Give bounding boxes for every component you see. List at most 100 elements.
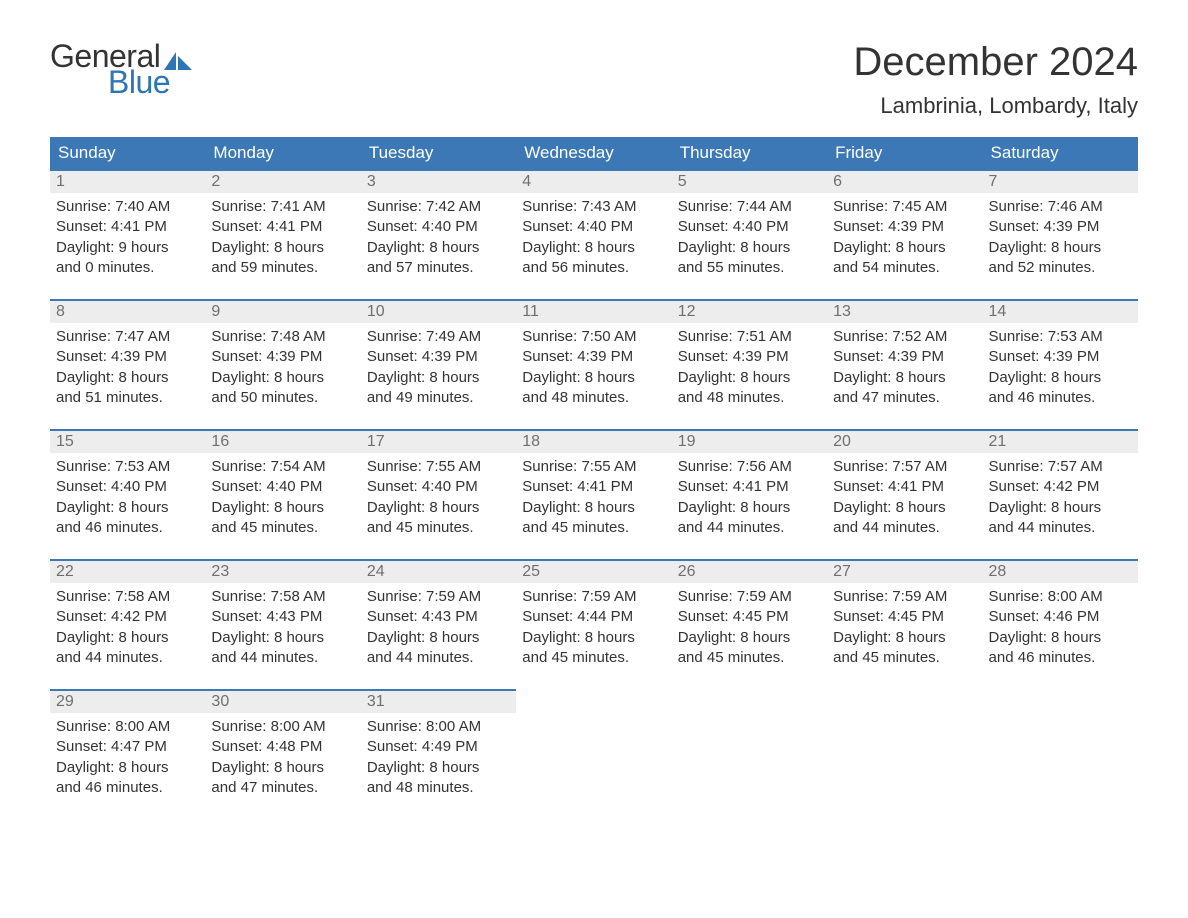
day-body: Sunrise: 7:55 AMSunset: 4:40 PMDaylight:… <box>361 453 516 548</box>
sunrise-line: Sunrise: 7:56 AM <box>678 457 821 477</box>
sunset-line: Sunset: 4:41 PM <box>522 477 665 497</box>
daylight-line-1: Daylight: 8 hours <box>211 498 354 518</box>
daylight-line-2: and 45 minutes. <box>211 518 354 538</box>
daylight-line-1: Daylight: 8 hours <box>56 628 199 648</box>
title-block: December 2024 Lambrinia, Lombardy, Italy <box>853 40 1138 119</box>
calendar-week: 22Sunrise: 7:58 AMSunset: 4:42 PMDayligh… <box>50 559 1138 689</box>
sunrise-line: Sunrise: 7:57 AM <box>989 457 1132 477</box>
daylight-line-2: and 52 minutes. <box>989 258 1132 278</box>
daylight-line-1: Daylight: 8 hours <box>56 498 199 518</box>
daylight-line-2: and 45 minutes. <box>678 648 821 668</box>
daylight-line-1: Daylight: 8 hours <box>522 368 665 388</box>
day-number: 20 <box>827 429 982 453</box>
calendar-cell <box>672 689 827 819</box>
day-body: Sunrise: 8:00 AMSunset: 4:47 PMDaylight:… <box>50 713 205 808</box>
day-body: Sunrise: 7:44 AMSunset: 4:40 PMDaylight:… <box>672 193 827 288</box>
weekday-header: Sunday <box>50 137 205 169</box>
calendar-header-row: SundayMondayTuesdayWednesdayThursdayFrid… <box>50 137 1138 169</box>
daylight-line-2: and 48 minutes. <box>522 388 665 408</box>
sunset-line: Sunset: 4:40 PM <box>367 477 510 497</box>
daylight-line-1: Daylight: 8 hours <box>56 368 199 388</box>
day-body: Sunrise: 8:00 AMSunset: 4:48 PMDaylight:… <box>205 713 360 808</box>
sunrise-line: Sunrise: 7:44 AM <box>678 197 821 217</box>
day-body: Sunrise: 7:48 AMSunset: 4:39 PMDaylight:… <box>205 323 360 418</box>
sunset-line: Sunset: 4:39 PM <box>989 217 1132 237</box>
calendar-cell: 30Sunrise: 8:00 AMSunset: 4:48 PMDayligh… <box>205 689 360 819</box>
day-number: 21 <box>983 429 1138 453</box>
sunrise-line: Sunrise: 7:40 AM <box>56 197 199 217</box>
calendar-cell: 27Sunrise: 7:59 AMSunset: 4:45 PMDayligh… <box>827 559 982 689</box>
day-body: Sunrise: 7:40 AMSunset: 4:41 PMDaylight:… <box>50 193 205 288</box>
calendar-cell: 15Sunrise: 7:53 AMSunset: 4:40 PMDayligh… <box>50 429 205 559</box>
calendar-cell: 19Sunrise: 7:56 AMSunset: 4:41 PMDayligh… <box>672 429 827 559</box>
daylight-line-2: and 46 minutes. <box>56 778 199 798</box>
calendar-cell: 17Sunrise: 7:55 AMSunset: 4:40 PMDayligh… <box>361 429 516 559</box>
day-number: 13 <box>827 299 982 323</box>
sunrise-line: Sunrise: 7:53 AM <box>56 457 199 477</box>
day-number: 6 <box>827 169 982 193</box>
daylight-line-1: Daylight: 9 hours <box>56 238 199 258</box>
calendar-week: 8Sunrise: 7:47 AMSunset: 4:39 PMDaylight… <box>50 299 1138 429</box>
daylight-line-1: Daylight: 8 hours <box>678 498 821 518</box>
calendar-cell: 9Sunrise: 7:48 AMSunset: 4:39 PMDaylight… <box>205 299 360 429</box>
daylight-line-1: Daylight: 8 hours <box>678 628 821 648</box>
daylight-line-2: and 44 minutes. <box>56 648 199 668</box>
day-body: Sunrise: 7:41 AMSunset: 4:41 PMDaylight:… <box>205 193 360 288</box>
sunrise-line: Sunrise: 7:45 AM <box>833 197 976 217</box>
sunset-line: Sunset: 4:42 PM <box>56 607 199 627</box>
sunrise-line: Sunrise: 7:59 AM <box>678 587 821 607</box>
daylight-line-1: Daylight: 8 hours <box>989 238 1132 258</box>
sunrise-line: Sunrise: 7:42 AM <box>367 197 510 217</box>
weekday-header: Friday <box>827 137 982 169</box>
day-number: 17 <box>361 429 516 453</box>
calendar-table: SundayMondayTuesdayWednesdayThursdayFrid… <box>50 137 1138 819</box>
calendar-cell: 11Sunrise: 7:50 AMSunset: 4:39 PMDayligh… <box>516 299 671 429</box>
daylight-line-1: Daylight: 8 hours <box>522 628 665 648</box>
calendar-cell: 6Sunrise: 7:45 AMSunset: 4:39 PMDaylight… <box>827 169 982 299</box>
calendar-cell: 7Sunrise: 7:46 AMSunset: 4:39 PMDaylight… <box>983 169 1138 299</box>
daylight-line-1: Daylight: 8 hours <box>211 238 354 258</box>
sunset-line: Sunset: 4:41 PM <box>211 217 354 237</box>
daylight-line-2: and 45 minutes. <box>522 648 665 668</box>
day-number: 16 <box>205 429 360 453</box>
day-number: 12 <box>672 299 827 323</box>
day-body: Sunrise: 7:58 AMSunset: 4:43 PMDaylight:… <box>205 583 360 678</box>
sunset-line: Sunset: 4:47 PM <box>56 737 199 757</box>
daylight-line-2: and 46 minutes. <box>989 388 1132 408</box>
sunrise-line: Sunrise: 7:57 AM <box>833 457 976 477</box>
day-number: 31 <box>361 689 516 713</box>
sunrise-line: Sunrise: 7:51 AM <box>678 327 821 347</box>
calendar-cell: 22Sunrise: 7:58 AMSunset: 4:42 PMDayligh… <box>50 559 205 689</box>
day-body: Sunrise: 7:43 AMSunset: 4:40 PMDaylight:… <box>516 193 671 288</box>
calendar-cell: 14Sunrise: 7:53 AMSunset: 4:39 PMDayligh… <box>983 299 1138 429</box>
daylight-line-2: and 46 minutes. <box>989 648 1132 668</box>
sunrise-line: Sunrise: 7:59 AM <box>833 587 976 607</box>
sunrise-line: Sunrise: 8:00 AM <box>56 717 199 737</box>
sunrise-line: Sunrise: 8:00 AM <box>989 587 1132 607</box>
day-body: Sunrise: 7:49 AMSunset: 4:39 PMDaylight:… <box>361 323 516 418</box>
day-number: 2 <box>205 169 360 193</box>
sunrise-line: Sunrise: 7:43 AM <box>522 197 665 217</box>
sunset-line: Sunset: 4:45 PM <box>678 607 821 627</box>
daylight-line-1: Daylight: 8 hours <box>211 758 354 778</box>
sunrise-line: Sunrise: 7:59 AM <box>367 587 510 607</box>
daylight-line-1: Daylight: 8 hours <box>989 628 1132 648</box>
calendar-cell: 12Sunrise: 7:51 AMSunset: 4:39 PMDayligh… <box>672 299 827 429</box>
day-number: 1 <box>50 169 205 193</box>
calendar-cell: 10Sunrise: 7:49 AMSunset: 4:39 PMDayligh… <box>361 299 516 429</box>
day-body: Sunrise: 7:47 AMSunset: 4:39 PMDaylight:… <box>50 323 205 418</box>
calendar-cell: 2Sunrise: 7:41 AMSunset: 4:41 PMDaylight… <box>205 169 360 299</box>
sunrise-line: Sunrise: 8:00 AM <box>367 717 510 737</box>
sunrise-line: Sunrise: 7:49 AM <box>367 327 510 347</box>
day-number: 29 <box>50 689 205 713</box>
sunset-line: Sunset: 4:41 PM <box>833 477 976 497</box>
daylight-line-1: Daylight: 8 hours <box>833 628 976 648</box>
daylight-line-2: and 49 minutes. <box>367 388 510 408</box>
day-number: 14 <box>983 299 1138 323</box>
calendar-cell: 25Sunrise: 7:59 AMSunset: 4:44 PMDayligh… <box>516 559 671 689</box>
daylight-line-1: Daylight: 8 hours <box>367 758 510 778</box>
calendar-cell: 18Sunrise: 7:55 AMSunset: 4:41 PMDayligh… <box>516 429 671 559</box>
calendar-cell: 31Sunrise: 8:00 AMSunset: 4:49 PMDayligh… <box>361 689 516 819</box>
day-body: Sunrise: 7:57 AMSunset: 4:42 PMDaylight:… <box>983 453 1138 548</box>
day-number: 4 <box>516 169 671 193</box>
